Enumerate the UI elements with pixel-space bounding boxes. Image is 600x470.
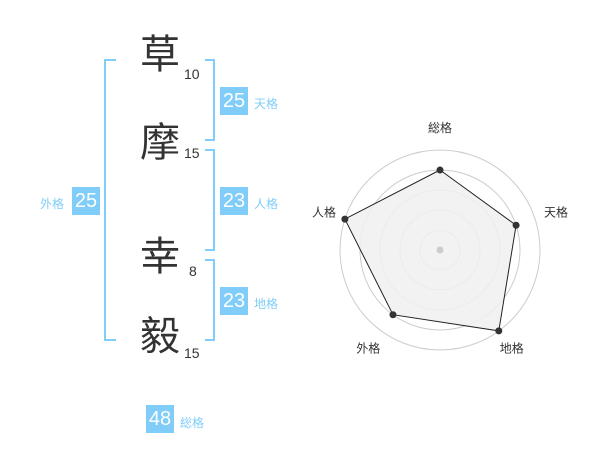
radar-point (512, 221, 520, 229)
name-char-4: 毅 (140, 315, 180, 359)
gaikaku-label: 外格 (40, 197, 65, 211)
chikaku-bracket (205, 259, 215, 341)
radar-axis-label: 外格 (356, 341, 380, 356)
name-char-2: 摩 (140, 121, 180, 165)
tenkaku-bracket (205, 59, 215, 141)
jinkaku-bracket (205, 149, 215, 251)
radar-axis-label: 天格 (544, 204, 568, 219)
radar-point (389, 311, 397, 319)
stroke-count-3: 8 (189, 263, 197, 279)
radar-point (436, 166, 444, 174)
jinkaku-value: 23 (220, 187, 248, 215)
radar-axis-label: 地格 (500, 341, 524, 356)
stroke-count-2: 15 (184, 145, 200, 161)
radar-axis-label: 総格 (428, 120, 452, 135)
radar-center-dot (436, 246, 444, 254)
tenkaku-value: 25 (220, 87, 248, 115)
radar-point (495, 327, 503, 335)
name-char-1: 草 (140, 33, 180, 77)
soukaku-value: 48 (146, 405, 174, 433)
jinkaku-label: 人格 (254, 197, 279, 211)
tenkaku-label: 天格 (254, 97, 279, 111)
radar-area (344, 169, 517, 332)
radar-axis-label: 人格 (312, 204, 336, 219)
stroke-count-1: 10 (184, 66, 200, 82)
name-char-3: 幸 (140, 235, 180, 279)
radar-ring (339, 149, 541, 351)
stroke-count-4: 15 (184, 345, 200, 361)
chikaku-label: 地格 (254, 297, 279, 311)
gaikaku-bracket (104, 59, 116, 341)
radar-point (341, 215, 349, 223)
soukaku-label: 総格 (180, 416, 205, 430)
chikaku-value: 23 (220, 287, 248, 315)
gaikaku-value: 25 (72, 187, 100, 215)
